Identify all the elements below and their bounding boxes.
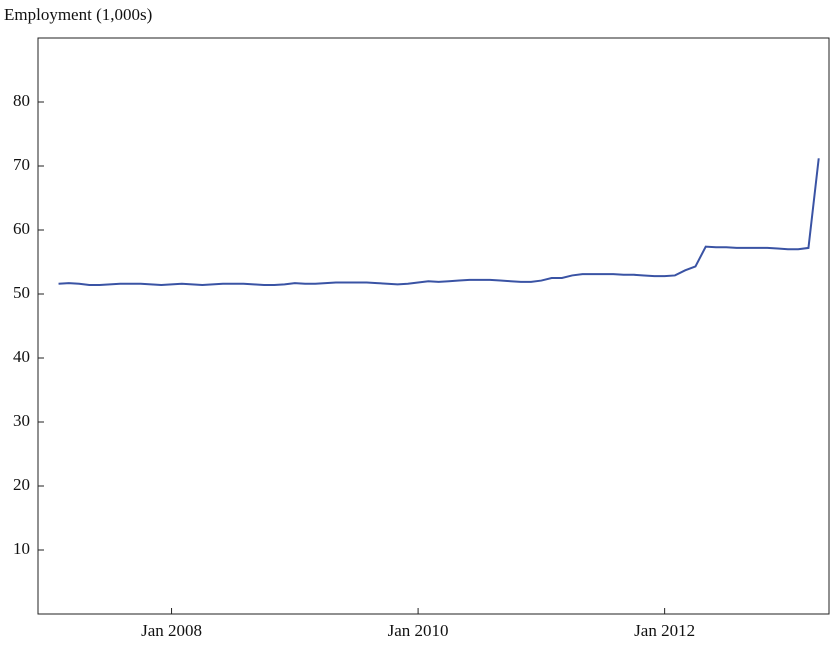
y-tick-label: 40 <box>13 347 30 366</box>
y-tick-label: 80 <box>13 91 30 110</box>
y-tick-label: 10 <box>13 539 30 558</box>
x-tick-label: Jan 2010 <box>388 621 449 640</box>
y-tick-label: 60 <box>13 219 30 238</box>
y-tick-label: 20 <box>13 475 30 494</box>
y-tick-label: 70 <box>13 155 30 174</box>
plot-frame <box>37 37 830 615</box>
y-axis-label: Employment (1,000s) <box>4 5 152 24</box>
x-tick-label: Jan 2008 <box>141 621 202 640</box>
y-tick-label: 50 <box>13 283 30 302</box>
y-tick-label: 30 <box>13 411 30 430</box>
data-line <box>58 158 820 287</box>
x-tick-label: Jan 2012 <box>634 621 695 640</box>
